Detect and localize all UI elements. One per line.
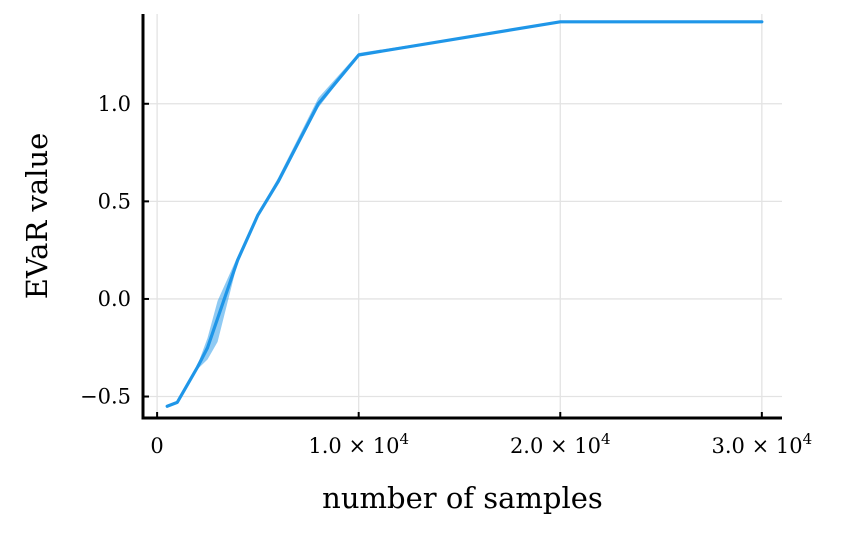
x-tick-label: 2.0 × 104 xyxy=(510,430,611,458)
x-tick-label: 1.0 × 104 xyxy=(308,430,409,458)
series-line xyxy=(165,20,764,408)
confidence-band xyxy=(167,21,762,407)
y-axis-ticks: −0.5 0.0 0.5 1.0 xyxy=(80,92,149,409)
confidence-band-layer xyxy=(167,21,762,407)
y-tick-label: −0.5 xyxy=(80,385,131,409)
x-axis-title: number of samples xyxy=(322,481,603,515)
y-tick-label: 0.0 xyxy=(98,287,131,311)
grid xyxy=(143,14,782,418)
series-line-layer xyxy=(165,20,764,408)
axes xyxy=(141,14,782,420)
x-tick-label: 0 xyxy=(150,434,163,458)
y-axis-title: EVaR value xyxy=(20,133,54,300)
y-tick-label: 1.0 xyxy=(98,92,131,116)
x-tick-label: 3.0 × 104 xyxy=(712,430,813,458)
y-tick-label: 0.5 xyxy=(98,189,131,213)
x-axis-ticks: 0 1.0 × 104 2.0 × 104 3.0 × 104 xyxy=(150,412,812,458)
